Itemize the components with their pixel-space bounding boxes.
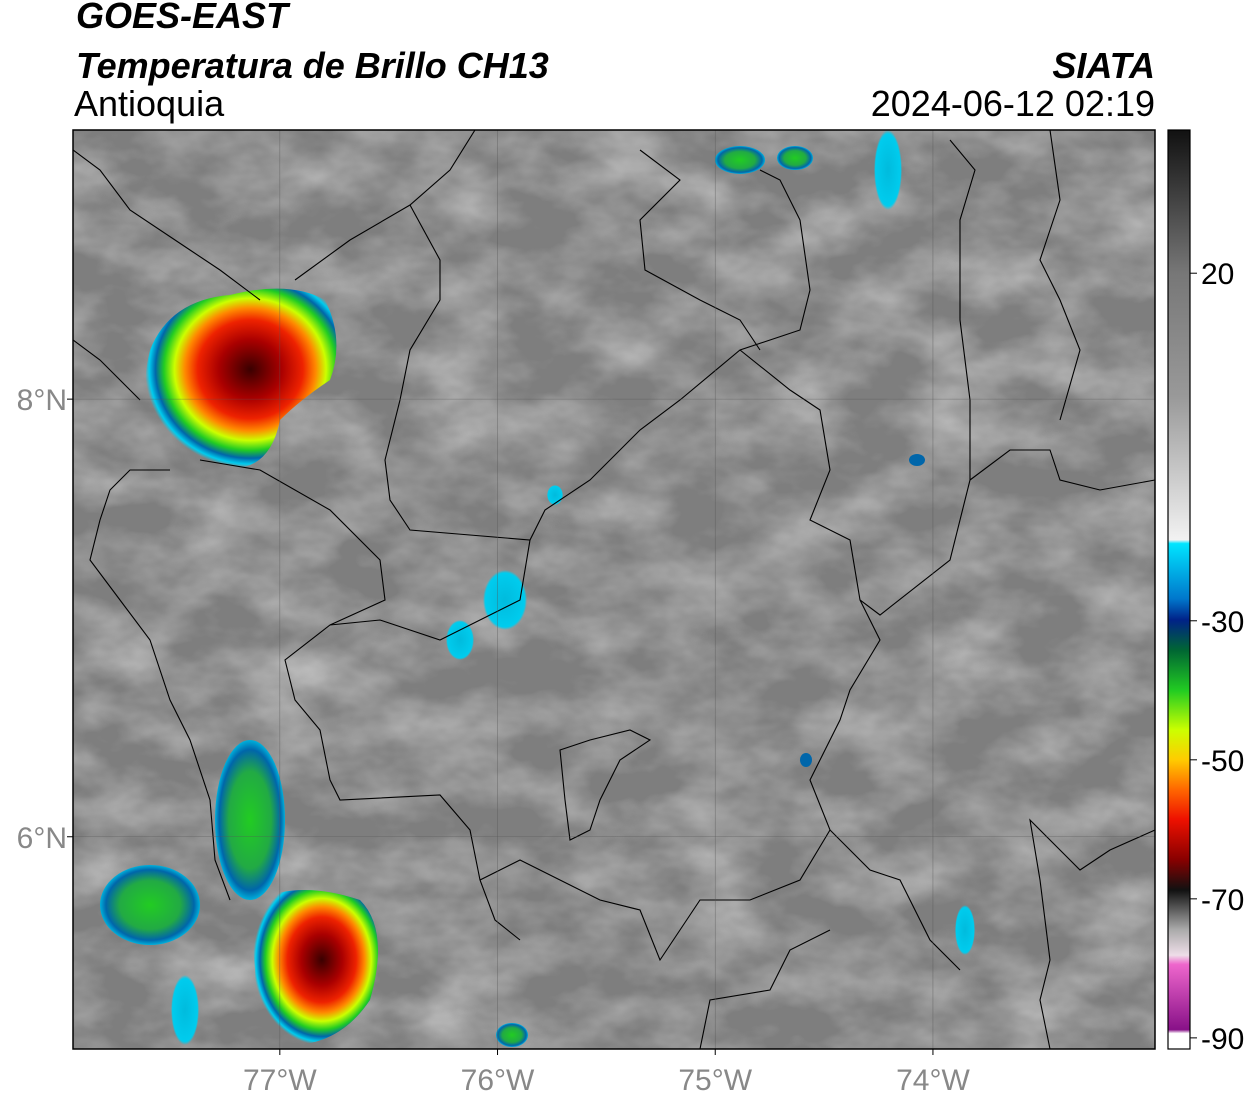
x-tick-label: 77°W <box>243 1064 317 1097</box>
colorbar-tick-label: -90 <box>1201 1023 1244 1056</box>
colorbar-tick-label: -30 <box>1201 606 1244 639</box>
region: Antioquia <box>74 83 225 124</box>
x-tick-label: 74°W <box>896 1064 970 1097</box>
colorbar-tick-label: -70 <box>1201 884 1244 917</box>
map-image <box>73 130 1155 1049</box>
timestamp: 2024-06-12 02:19 <box>871 83 1155 124</box>
y-tick-label: 6°N <box>17 822 67 855</box>
product-title: Temperatura de Brillo CH13 <box>76 45 549 86</box>
graticule <box>73 130 1155 1049</box>
x-tick-label: 75°W <box>678 1064 752 1097</box>
borders <box>73 130 1155 1049</box>
colorbar-tick-label: 20 <box>1201 258 1234 291</box>
source: SIATA <box>1052 45 1155 86</box>
x-tick-label: 76°W <box>461 1064 535 1097</box>
colorbar-tick-label: -50 <box>1201 745 1244 778</box>
satellite: GOES-EAST <box>76 0 291 36</box>
colorbar <box>1167 129 1191 1050</box>
map-frame <box>72 129 1156 1050</box>
y-tick-label: 8°N <box>17 384 67 417</box>
